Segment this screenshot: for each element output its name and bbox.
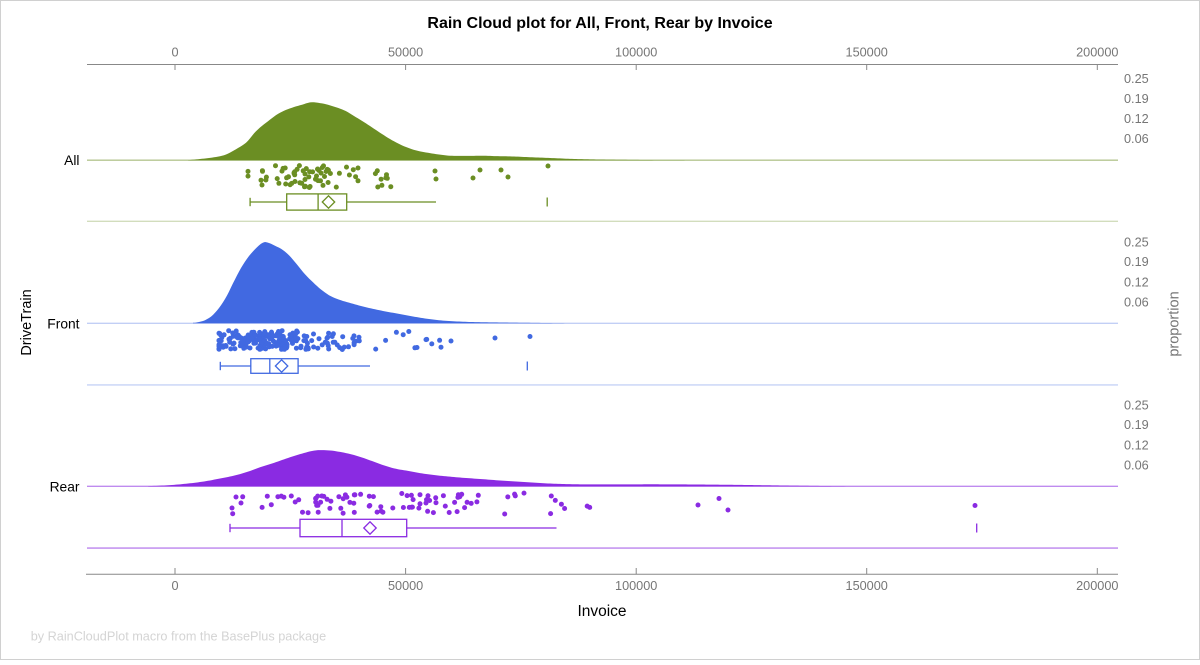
svg-text:150000: 150000 [846, 579, 888, 593]
svg-text:Front: Front [47, 316, 79, 331]
svg-text:0.19: 0.19 [1124, 418, 1149, 432]
svg-text:200000: 200000 [1076, 46, 1118, 60]
svg-text:by RainCloudPlot macro from th: by RainCloudPlot macro from the BasePlus… [31, 630, 327, 644]
svg-text:0.06: 0.06 [1124, 132, 1149, 146]
svg-text:0.12: 0.12 [1124, 438, 1149, 452]
svg-text:0.19: 0.19 [1124, 255, 1149, 269]
svg-text:Invoice: Invoice [577, 603, 626, 620]
svg-text:0.06: 0.06 [1124, 458, 1149, 472]
svg-text:proportion: proportion [1167, 291, 1183, 356]
svg-text:100000: 100000 [615, 46, 657, 60]
svg-text:0.12: 0.12 [1124, 112, 1149, 126]
svg-text:Rear: Rear [50, 479, 80, 494]
svg-text:50000: 50000 [388, 46, 423, 60]
svg-text:0: 0 [171, 46, 178, 60]
svg-text:DriveTrain: DriveTrain [19, 289, 35, 355]
svg-text:0.06: 0.06 [1124, 295, 1149, 309]
svg-text:0: 0 [171, 579, 178, 593]
svg-text:50000: 50000 [388, 579, 423, 593]
svg-text:100000: 100000 [615, 579, 657, 593]
svg-text:0.25: 0.25 [1124, 235, 1149, 249]
svg-text:0.25: 0.25 [1124, 398, 1149, 412]
svg-text:0.25: 0.25 [1124, 72, 1149, 86]
svg-text:200000: 200000 [1076, 579, 1118, 593]
svg-text:All: All [64, 153, 79, 168]
svg-text:0.19: 0.19 [1124, 92, 1149, 106]
svg-text:150000: 150000 [846, 46, 888, 60]
svg-text:Rain Cloud plot for All, Front: Rain Cloud plot for All, Front, Rear by … [427, 15, 772, 32]
svg-text:0.12: 0.12 [1124, 275, 1149, 289]
